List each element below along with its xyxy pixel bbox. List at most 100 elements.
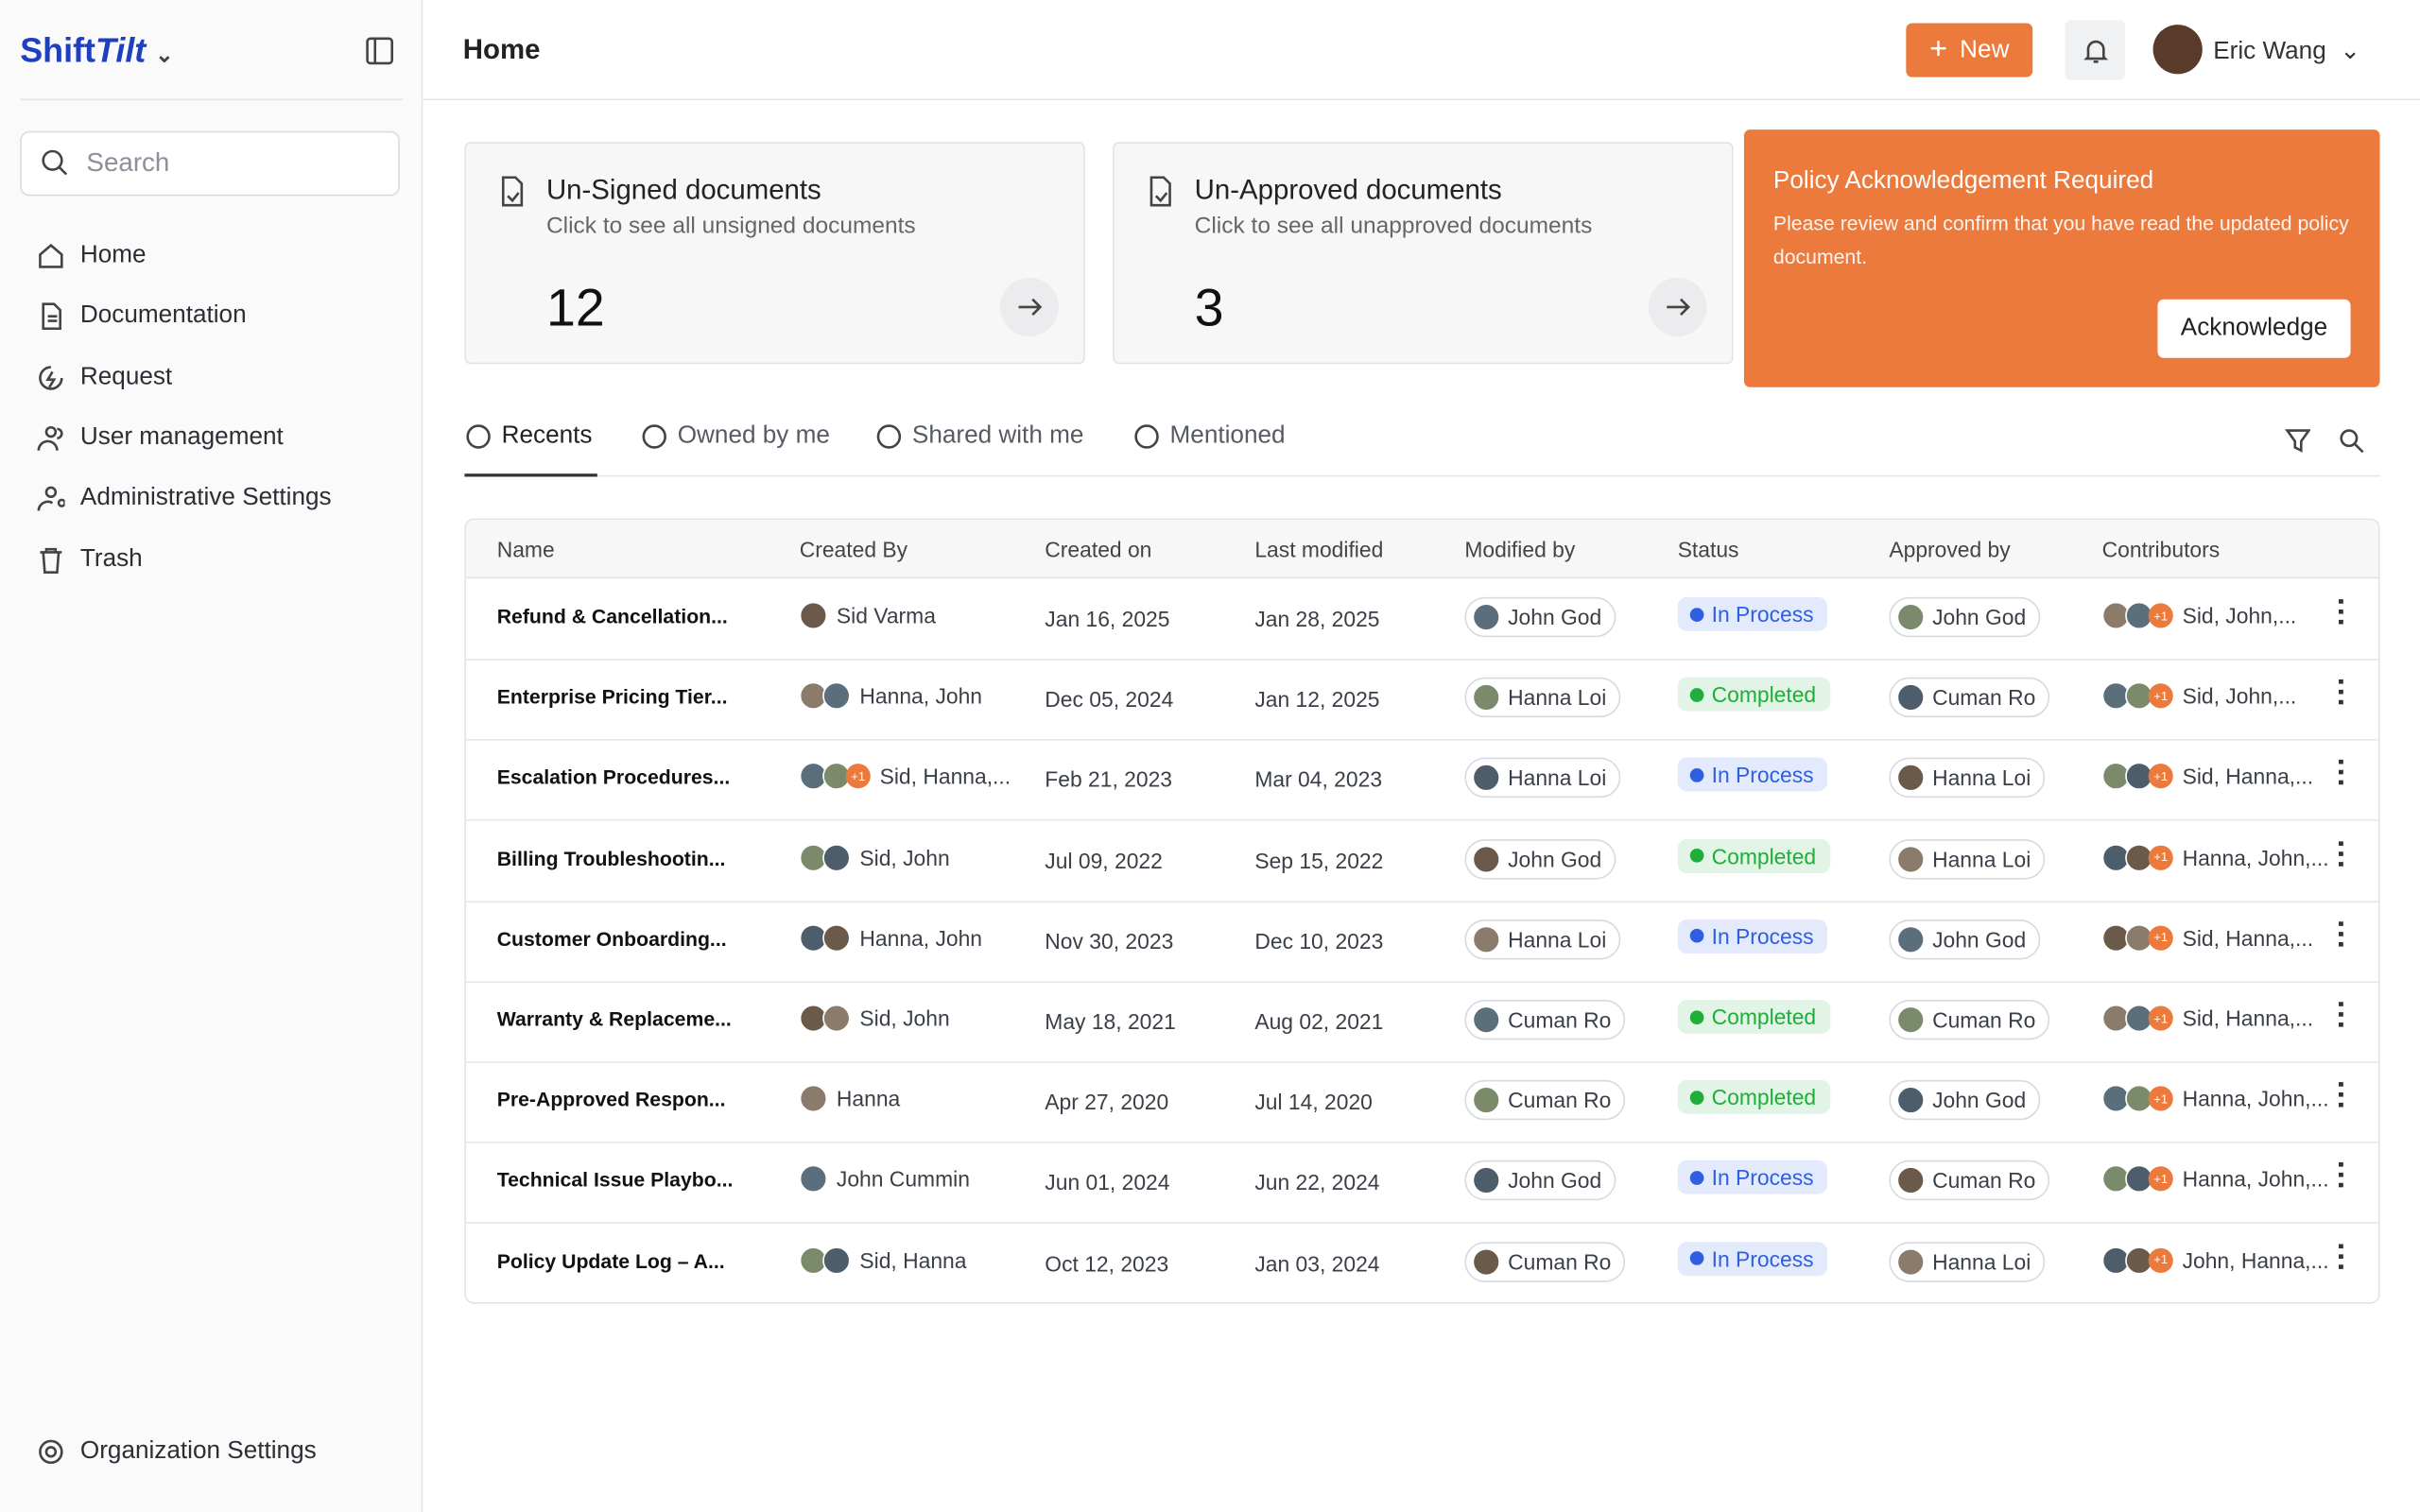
tab[interactable]: Mentioned (1132, 422, 1286, 450)
row-menu[interactable]: ··· (2323, 1160, 2358, 1193)
created-by-name: John Cummin (836, 1166, 970, 1193)
contributors: +1 Sid, Hanna,... (2101, 763, 2314, 791)
created-by-name: Sid, Hanna (859, 1247, 967, 1273)
modified-by: Cuman Ro (1464, 1241, 1626, 1282)
avatar (1472, 603, 1500, 631)
status: In Process (1677, 758, 1828, 793)
modified-by-name: Hanna Loi (1508, 765, 1607, 791)
table-row[interactable]: Billing Troubleshootin... Sid, John Jul 09… (466, 820, 2378, 902)
avatar (1896, 683, 1925, 712)
tabs-divider (464, 474, 2380, 477)
modified-by: John God (1464, 1160, 1616, 1201)
collapse-icon[interactable] (366, 37, 393, 65)
card-arrow[interactable] (1648, 277, 1707, 336)
nav-icon (37, 486, 65, 511)
status-pill: In Process (1677, 1160, 1828, 1195)
user-pill: John God (1464, 1160, 1616, 1201)
document-name: Customer Onboarding... (496, 926, 727, 951)
user-avatar (2152, 25, 2203, 75)
table-header: Name Created By Created on Last modified Mod… (466, 520, 2378, 579)
column-header: Approved by (1889, 537, 2011, 562)
table-row[interactable]: Escalation Procedures... +1 Sid, Hanna,...… (466, 740, 2378, 822)
status-pill: Completed (1677, 1080, 1830, 1115)
tab[interactable]: Shared with me (875, 422, 1083, 450)
table-row[interactable]: Technical Issue Playbo... John Cummin Jun … (466, 1143, 2378, 1225)
table-row[interactable]: Policy Update Log – A... Sid, Hanna Oct 12… (466, 1223, 2378, 1302)
avatar-badge: +1 (2148, 925, 2173, 951)
table-row[interactable]: Customer Onboarding... Hanna, John Nov 30,… (466, 901, 2378, 983)
new-button[interactable]: + New (1906, 23, 2033, 77)
avatar (1472, 925, 1500, 954)
approved-by-name: Hanna Loi (1932, 846, 2031, 871)
search-box[interactable]: Search (20, 130, 400, 197)
nav-label: Documentation (79, 302, 247, 330)
status-dot (1689, 849, 1704, 863)
row-menu[interactable]: ··· (2323, 1080, 2358, 1111)
approved-by-name: John God (1932, 604, 2027, 630)
contributors: +1 Sid, John,... (2101, 681, 2297, 711)
created-by: +1 Sid, Hanna,... (799, 763, 1011, 791)
avatar-badge: +1 (2148, 1166, 2173, 1193)
nav-item[interactable]: Request (37, 364, 172, 391)
summary-card[interactable]: Un-Signed documents Click to see all unsi… (464, 142, 1085, 365)
nav-item[interactable]: Documentation (37, 302, 247, 331)
nav-icon (42, 302, 61, 331)
avatar (822, 1004, 851, 1033)
contributors-names: Sid, Hanna,... (2182, 764, 2314, 789)
status-pill: In Process (1677, 1241, 1828, 1276)
summary-card[interactable]: Un-Approved documents Click to see all un… (1113, 142, 1734, 365)
tab[interactable]: Recents (464, 422, 592, 450)
avatar-badge: +1 (845, 764, 871, 789)
row-menu[interactable]: ··· (2323, 596, 2358, 628)
approved-by-name: John God (1932, 1088, 2027, 1113)
bell-button[interactable] (2065, 20, 2126, 80)
nav-item[interactable]: Organization Settings (37, 1438, 317, 1466)
nav-item[interactable]: Administrative Settings (37, 485, 332, 512)
table-row[interactable]: Warranty & Replaceme... Sid, John May 18, … (466, 981, 2378, 1063)
user-menu[interactable]: Eric Wang ⌄ (2213, 38, 2361, 65)
created-by-name: Hanna, John (859, 683, 983, 709)
sidebar: ShiftTilt ⌄ Search Organization Settings… (0, 0, 424, 1512)
avatar (1472, 845, 1500, 873)
avatar (1896, 1166, 1925, 1195)
policy-banner: Policy Acknowledgement Required Please r… (1743, 129, 2380, 387)
row-menu[interactable]: ··· (2323, 919, 2358, 951)
tab-label: Owned by me (677, 422, 830, 450)
created-by-name: Sid Varma (836, 603, 936, 628)
last-modified: Aug 02, 2021 (1254, 1008, 1384, 1034)
card-arrow[interactable] (999, 277, 1059, 336)
nav-item[interactable]: Trash (37, 545, 143, 574)
acknowledge-button[interactable]: Acknowledge (2157, 299, 2351, 358)
row-menu[interactable]: ··· (2323, 758, 2358, 789)
nav-item[interactable]: Home (37, 242, 147, 269)
approved-by-name: John God (1932, 926, 2027, 953)
status-pill: Completed (1677, 999, 1830, 1034)
contributors: +1 Hanna, John,... (2101, 1085, 2329, 1113)
brand[interactable]: ShiftTilt ⌄ (20, 30, 174, 70)
filter-icon[interactable] (2284, 427, 2311, 454)
tab[interactable]: Owned by me (641, 422, 830, 450)
nav-item[interactable]: User management (37, 424, 284, 452)
approved-by-name: Hanna Loi (1932, 1248, 2031, 1274)
row-menu[interactable]: ··· (2323, 1241, 2358, 1273)
table-row[interactable]: Enterprise Pricing Tier... Hanna, John Dec… (466, 659, 2378, 741)
contributors-names: Hanna, John,... (2182, 1086, 2329, 1111)
column-header: Last modified (1254, 537, 1384, 562)
status-label: In Process (1711, 1246, 1814, 1271)
tab-underline (464, 473, 597, 477)
card-count: 12 (545, 279, 605, 338)
created-on: Jan 16, 2025 (1045, 606, 1170, 631)
search-icon[interactable] (2338, 427, 2364, 454)
table-row[interactable]: Pre-Approved Respon... Hanna Apr 27, 2020 J… (466, 1062, 2378, 1144)
last-modified: Jun 22, 2024 (1254, 1170, 1380, 1195)
row-menu[interactable]: ··· (2323, 838, 2358, 870)
avatar-badge: +1 (2148, 603, 2173, 628)
row-menu[interactable]: ··· (2323, 678, 2358, 709)
card-subtitle: Click to see all unsigned documents (545, 213, 916, 240)
avatar (1472, 1247, 1500, 1276)
avatar (1896, 925, 1925, 954)
contributors-names: Sid, John,... (2182, 683, 2297, 709)
table-row[interactable]: Refund & Cancellation... Sid Varma Jan 16,… (466, 578, 2378, 661)
row-menu[interactable]: ··· (2323, 999, 2358, 1031)
